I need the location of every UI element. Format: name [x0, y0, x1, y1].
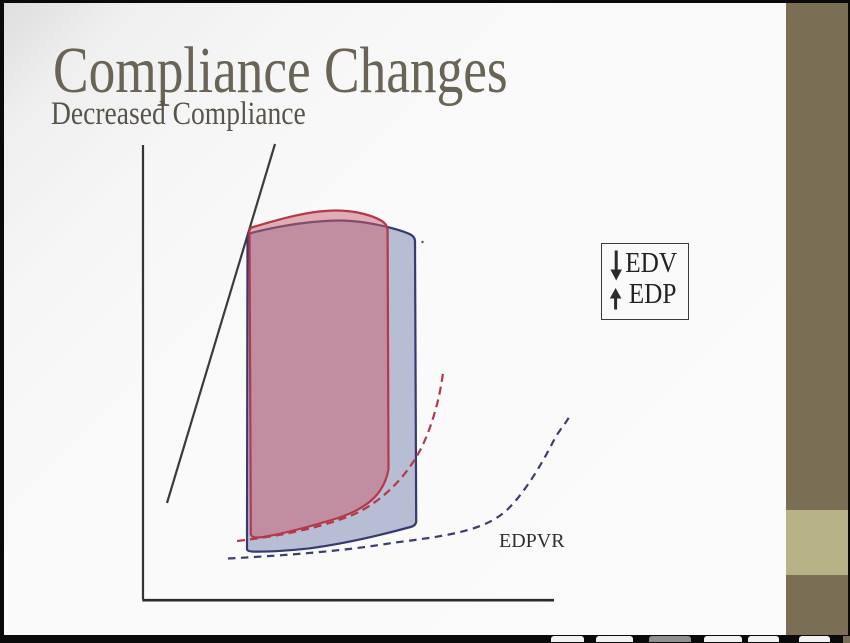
svg-text:EDPVR: EDPVR [499, 530, 565, 552]
